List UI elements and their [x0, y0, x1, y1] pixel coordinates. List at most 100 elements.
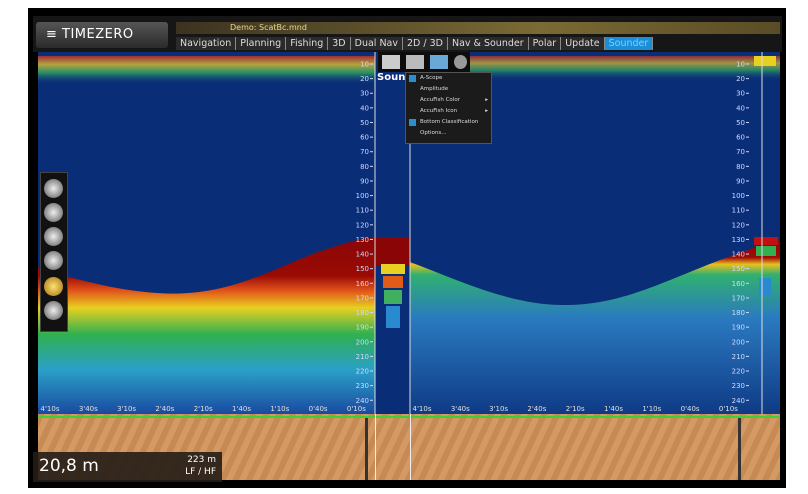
toolbar [40, 172, 68, 332]
depth-label: 10 [736, 61, 745, 69]
depth-label: 190 [356, 324, 369, 332]
depth-label: 70 [360, 148, 369, 156]
tab[interactable]: Dual Nav [351, 37, 403, 50]
depth-label: 130 [356, 236, 369, 244]
time-label: 0'10s [719, 405, 738, 413]
time-label: 2'40s [155, 405, 174, 413]
icon[interactable] [430, 55, 448, 69]
depth-label: 150 [732, 265, 745, 273]
depth-label: 210 [732, 353, 745, 361]
depth-label: 180 [732, 309, 745, 317]
menu-text: AccuFish Color [420, 97, 460, 103]
tool-button[interactable] [44, 251, 63, 270]
icon[interactable] [454, 55, 467, 69]
time-label: 1'40s [604, 405, 623, 413]
time-label: 1'40s [232, 405, 251, 413]
depth-label: 120 [732, 221, 745, 229]
depth-label: 200 [732, 338, 745, 346]
depth-label: 70 [736, 148, 745, 156]
depth-label: 240 [356, 397, 369, 405]
marker [738, 418, 741, 480]
depth-label: 160 [732, 280, 745, 288]
info-box: 20,8 m 223 m LF / HF [33, 452, 222, 482]
tab[interactable]: 2D / 3D [403, 37, 448, 50]
time-label: 3'40s [79, 405, 98, 413]
tab[interactable]: Polar [529, 37, 562, 50]
depth-label: 240 [732, 397, 745, 405]
menu-item[interactable]: Options... [406, 128, 491, 139]
depth-label: 120 [356, 221, 369, 229]
tab[interactable]: Fishing [286, 37, 329, 50]
depth-label: 140 [356, 251, 369, 259]
time-label: 3'10s [489, 405, 508, 413]
logo[interactable]: ≡ TIMEZERO [36, 22, 168, 48]
tab[interactable]: Sounder [604, 37, 654, 50]
tool-button[interactable] [44, 301, 63, 320]
checkbox [409, 75, 416, 82]
divider [410, 414, 411, 480]
time-label: 1'10s [270, 405, 289, 413]
surface-noise [38, 56, 375, 84]
time-label: 4'10s [413, 405, 432, 413]
scale-labels: 10 20 30 40 50 60 70 80 90 100 110 120 130 140 150 160 1… [41, 61, 749, 413]
tool-button[interactable] [44, 179, 63, 198]
context-menu: A-Scope Amplitude AccuFish Color ▸ AccuFish … [405, 72, 492, 144]
a-scope-band [383, 276, 403, 288]
seabed-lf [38, 237, 375, 414]
depth-label: 90 [360, 177, 369, 185]
logo-text: TIMEZERO [62, 27, 134, 42]
menu-item[interactable]: Amplitude [406, 84, 491, 95]
depth-label: 230 [356, 382, 369, 390]
menu-item[interactable]: AccuFish Color ▸ [406, 95, 491, 106]
menu-item[interactable]: AccuFish Icon ▸ [406, 106, 491, 117]
time-label: 3'40s [451, 405, 470, 413]
depth-label: 220 [732, 368, 745, 376]
depth-label: 140 [732, 251, 745, 259]
depth-label: 180 [356, 309, 369, 317]
tab[interactable]: Update [561, 37, 605, 50]
depth-label: 150 [356, 265, 369, 273]
depth-label: 30 [360, 90, 369, 98]
tool-button[interactable] [44, 227, 63, 246]
tab-bar: Navigation Planning Fishing 3D Dual Nav 2D / … [176, 37, 654, 50]
tab[interactable]: 3D [328, 37, 351, 50]
depth-label: 20 [736, 75, 745, 83]
menu-text: Options... [420, 130, 447, 136]
depth-label: 110 [356, 207, 369, 215]
time-label: 0'10s [347, 405, 366, 413]
menu-item[interactable]: Bottom Classification [406, 117, 491, 128]
a-scope-column [375, 52, 410, 414]
depth-label: 100 [732, 192, 745, 200]
tab[interactable]: Planning [236, 37, 287, 50]
time-label: 3'10s [117, 405, 136, 413]
time-label: 2'40s [527, 405, 546, 413]
menu-text: Amplitude [420, 86, 449, 92]
a-scope-band [756, 246, 776, 256]
menu-item[interactable]: A-Scope [406, 73, 491, 84]
marker [365, 418, 368, 480]
menu-text: AccuFish Icon [420, 108, 458, 114]
frequency: LF / HF [185, 467, 216, 477]
divider [375, 414, 376, 480]
icon[interactable] [382, 55, 400, 69]
depth-label: 160 [356, 280, 369, 288]
tab[interactable]: Nav & Sounder [448, 37, 529, 50]
tool-button[interactable] [44, 277, 63, 296]
time-label: 2'10s [566, 405, 585, 413]
time-label: 1'10s [642, 405, 661, 413]
depth-label: 200 [356, 338, 369, 346]
tab[interactable]: Navigation [176, 37, 237, 50]
time-label: 0'40s [681, 405, 700, 413]
depth-label: 80 [360, 163, 369, 171]
depth-label: 10 [360, 61, 369, 69]
icon[interactable] [406, 55, 424, 69]
depth-label: 40 [360, 104, 369, 112]
tool-button[interactable] [44, 203, 63, 222]
bottom-line [38, 416, 780, 418]
depth-label: 90 [736, 177, 745, 185]
depth-label: 50 [360, 119, 369, 127]
a-scope-band [386, 306, 400, 328]
depth-label: 190 [732, 324, 745, 332]
depth-label: 220 [356, 368, 369, 376]
panel-label: Sounder [377, 72, 425, 83]
